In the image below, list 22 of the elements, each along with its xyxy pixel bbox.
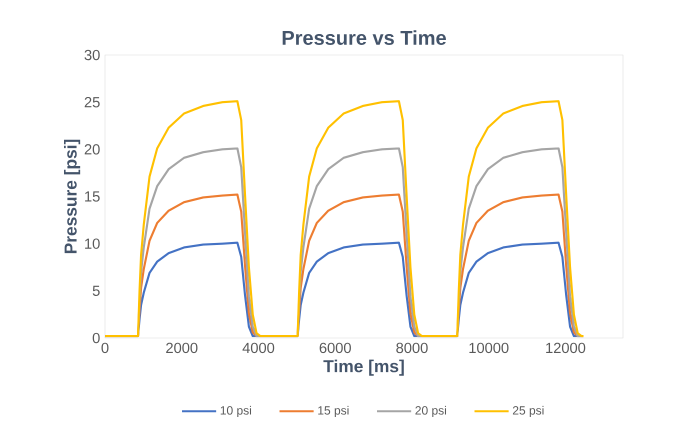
x-tick-label: 4000 (242, 342, 274, 354)
x-tick-label: 0 (101, 342, 108, 354)
x-tick-label: 12000 (546, 342, 586, 354)
legend-label: 20 psi (415, 406, 446, 418)
legend-label: 10 psi (220, 406, 252, 418)
line-series (105, 100, 585, 338)
chart-title: Pressure vs Time (282, 30, 446, 45)
x-tick-label: 6000 (320, 342, 351, 354)
y-axis-title: Pressure [psi] (64, 140, 80, 254)
x-tick-label: 2000 (166, 342, 198, 354)
y-tick-label: 0 (92, 332, 100, 344)
y-tick-label: 30 (84, 50, 100, 60)
y-tick-label: 10 (85, 238, 100, 249)
legend-label: 25 psi (512, 406, 544, 418)
y-tick-label: 25 (84, 96, 100, 108)
y-tick-label: 20 (84, 144, 100, 155)
y-tick-label: 5 (92, 286, 100, 296)
x-tick-label: 10000 (469, 342, 509, 354)
legend-label: 15 psi (318, 406, 349, 418)
x-axis-title: Time [ms] (323, 360, 404, 376)
y-tick-label: 15 (85, 191, 100, 202)
x-tick-label: 8000 (396, 342, 428, 354)
